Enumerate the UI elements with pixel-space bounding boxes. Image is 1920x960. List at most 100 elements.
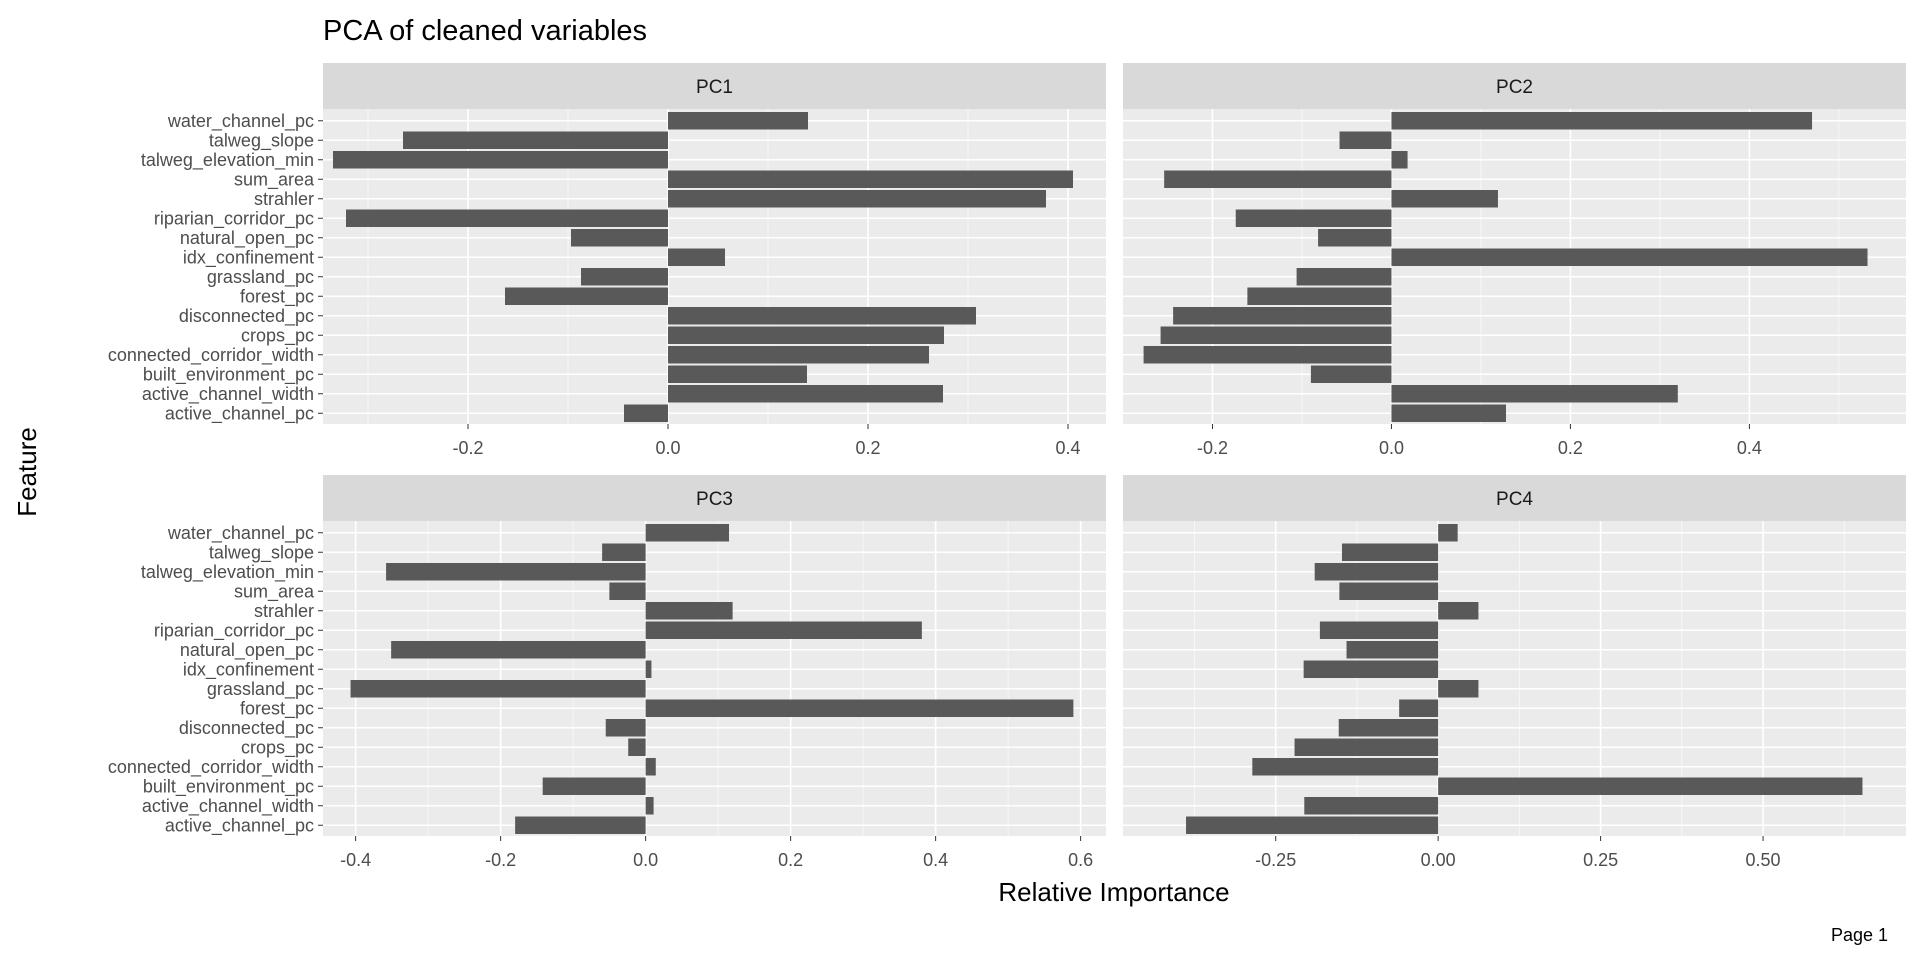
- strip-pc1: [323, 63, 1106, 109]
- bar-pc1-connected_corridor_width: [668, 346, 929, 364]
- x-tick-label-pc4: -0.25: [1255, 850, 1296, 870]
- bar-pc2-forest_pc: [1247, 287, 1392, 305]
- bar-pc3-idx_confinement: [645, 660, 652, 678]
- feature-label-talweg_slope: talweg_slope: [209, 130, 314, 151]
- bar-pc2-crops_pc: [1160, 326, 1392, 344]
- x-tick-label-pc2: 0.0: [1379, 438, 1404, 458]
- feature-label-talweg_elevation_min: talweg_elevation_min: [141, 562, 314, 583]
- strip-label-pc3: PC3: [696, 489, 733, 510]
- feature-label-natural_open_pc: natural_open_pc: [180, 228, 314, 249]
- strip-label-pc2: PC2: [1496, 77, 1533, 98]
- bar-pc2-grassland_pc: [1296, 268, 1392, 286]
- bar-pc4-grassland_pc: [1438, 680, 1479, 698]
- bar-pc4-strahler: [1438, 602, 1479, 620]
- bar-pc2-connected_corridor_width: [1143, 346, 1392, 364]
- bar-pc3-riparian_corridor_pc: [645, 621, 922, 639]
- feature-label-sum_area: sum_area: [234, 169, 315, 190]
- x-tick-label-pc1: 0.0: [655, 438, 680, 458]
- facet-panels: PC1water_channel_pctalweg_slopetalweg_el…: [108, 63, 1906, 870]
- bar-pc4-talweg_elevation_min: [1314, 563, 1439, 581]
- x-tick-label-pc4: 0.50: [1746, 850, 1781, 870]
- x-tick-label-pc4: 0.00: [1421, 850, 1456, 870]
- bar-pc4-crops_pc: [1294, 738, 1439, 756]
- panel-pc2: PC2 -0.2 0.0 0.2 0.4: [1123, 63, 1906, 458]
- bar-pc4-connected_corridor_width: [1252, 758, 1439, 776]
- panel-pc1: PC1 water_channel_pctalweg_slopetalweg_el…: [108, 63, 1106, 458]
- feature-label-connected_corridor_width: connected_corridor_width: [108, 345, 314, 366]
- bar-pc2-talweg_elevation_min: [1391, 151, 1408, 169]
- bar-pc4-water_channel_pc: [1438, 524, 1458, 542]
- panel-pc3: PC3 water_channel_pctalweg_slopetalweg_el…: [108, 475, 1106, 870]
- feature-label-disconnected_pc: disconnected_pc: [179, 306, 314, 327]
- strip-pc4: [1123, 475, 1906, 521]
- feature-label-active_channel_width: active_channel_width: [142, 796, 314, 817]
- bar-pc1-sum_area: [668, 170, 1073, 188]
- bar-pc3-grassland_pc: [350, 680, 646, 698]
- bar-pc4-forest_pc: [1399, 699, 1439, 717]
- panel-pc4: PC4 -0.25 0.00 0.25 0.50: [1123, 475, 1906, 870]
- x-tick-label-pc1: -0.2: [452, 438, 483, 458]
- x-axis-title: Relative Importance: [998, 877, 1229, 907]
- feature-label-idx_confinement: idx_confinement: [183, 659, 314, 680]
- bar-pc4-sum_area: [1339, 582, 1439, 600]
- bar-pc4-active_channel_pc: [1186, 816, 1439, 834]
- feature-label-water_channel_pc: water_channel_pc: [167, 523, 314, 544]
- bar-pc2-strahler: [1391, 190, 1498, 208]
- feature-label-natural_open_pc: natural_open_pc: [180, 640, 314, 661]
- feature-label-riparian_corridor_pc: riparian_corridor_pc: [154, 620, 314, 641]
- x-tick-label-pc2: 0.2: [1558, 438, 1583, 458]
- bar-pc3-active_channel_pc: [515, 816, 646, 834]
- feature-label-idx_confinement: idx_confinement: [183, 247, 314, 268]
- bar-pc3-forest_pc: [645, 699, 1074, 717]
- x-tick-label-pc3: -0.4: [340, 850, 371, 870]
- x-tick-label-pc3: 0.6: [1068, 850, 1093, 870]
- bar-pc2-talweg_slope: [1339, 131, 1392, 149]
- feature-label-active_channel_pc: active_channel_pc: [165, 815, 314, 836]
- feature-label-grassland_pc: grassland_pc: [207, 267, 314, 288]
- y-axis-title: Feature: [12, 427, 42, 517]
- panel-background-pc2: [1123, 109, 1906, 424]
- strip-label-pc1: PC1: [696, 77, 733, 98]
- x-tick-label-pc2: 0.4: [1737, 438, 1762, 458]
- feature-label-sum_area: sum_area: [234, 581, 315, 602]
- x-tick-label-pc2: -0.2: [1197, 438, 1228, 458]
- x-tick-label-pc3: -0.2: [485, 850, 516, 870]
- bar-pc1-built_environment_pc: [668, 365, 807, 383]
- bar-pc4-active_channel_width: [1304, 797, 1439, 815]
- bar-pc4-disconnected_pc: [1338, 719, 1439, 737]
- bar-pc3-sum_area: [609, 582, 646, 600]
- x-tick-label-pc3: 0.2: [778, 850, 803, 870]
- bar-pc3-crops_pc: [628, 738, 646, 756]
- bar-pc2-riparian_corridor_pc: [1235, 209, 1392, 227]
- bar-pc3-water_channel_pc: [645, 524, 729, 542]
- bar-pc2-disconnected_pc: [1173, 307, 1392, 325]
- bar-pc3-strahler: [645, 602, 733, 620]
- feature-label-built_environment_pc: built_environment_pc: [143, 364, 314, 385]
- feature-label-active_channel_pc: active_channel_pc: [165, 403, 314, 424]
- bar-pc1-active_channel_width: [668, 385, 943, 403]
- strip-pc2: [1123, 63, 1906, 109]
- feature-label-built_environment_pc: built_environment_pc: [143, 776, 314, 797]
- bar-pc1-natural_open_pc: [571, 229, 668, 247]
- feature-label-forest_pc: forest_pc: [240, 698, 314, 719]
- feature-label-talweg_slope: talweg_slope: [209, 542, 314, 563]
- x-tick-label-pc3: 0.0: [633, 850, 658, 870]
- bar-pc2-idx_confinement: [1391, 248, 1868, 266]
- bar-pc1-riparian_corridor_pc: [346, 209, 668, 227]
- bar-pc2-water_channel_pc: [1391, 112, 1813, 130]
- feature-label-strahler: strahler: [254, 601, 314, 621]
- bar-pc1-disconnected_pc: [668, 307, 976, 325]
- strip-label-pc4: PC4: [1496, 489, 1533, 510]
- bar-pc3-disconnected_pc: [605, 719, 646, 737]
- x-tick-label-pc3: 0.4: [923, 850, 948, 870]
- bar-pc1-talweg_slope: [403, 131, 668, 149]
- x-tick-label-pc1: 0.4: [1055, 438, 1080, 458]
- feature-label-connected_corridor_width: connected_corridor_width: [108, 757, 314, 778]
- bar-pc1-strahler: [668, 190, 1046, 208]
- bar-pc1-idx_confinement: [668, 248, 725, 266]
- feature-label-crops_pc: crops_pc: [241, 325, 314, 346]
- bar-pc4-riparian_corridor_pc: [1319, 621, 1439, 639]
- feature-label-water_channel_pc: water_channel_pc: [167, 111, 314, 132]
- bar-pc1-forest_pc: [505, 287, 668, 305]
- bar-pc2-active_channel_pc: [1391, 404, 1506, 422]
